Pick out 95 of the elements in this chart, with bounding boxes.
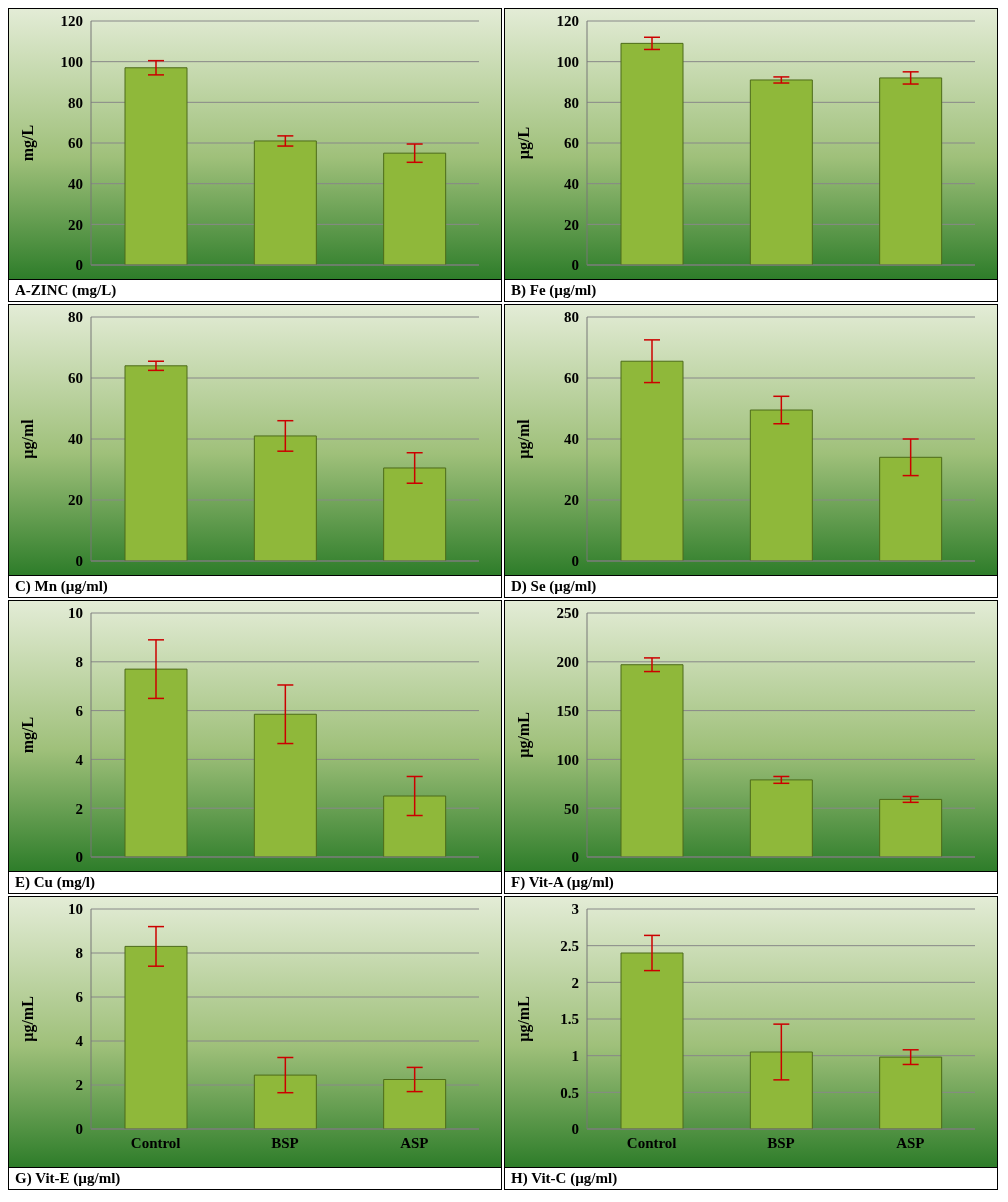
y-tick-label: 60: [68, 135, 83, 152]
y-tick-label: 10: [68, 901, 83, 918]
bar: [620, 664, 684, 857]
text: C) Mn (µg/ml): [9, 575, 501, 597]
y-tick-label: 4: [75, 751, 84, 768]
y-tick-label: 100: [556, 751, 579, 768]
y-axis-title: µg/ml: [514, 418, 533, 459]
x-tick-label: BSP: [767, 1134, 795, 1151]
bar: [879, 77, 943, 265]
y-tick-label: 0: [571, 553, 579, 570]
bar: [383, 795, 447, 857]
bar: [620, 360, 684, 561]
y-tick-label: 2: [75, 1077, 83, 1094]
bar: [749, 409, 813, 561]
x-tick-label: BSP: [271, 1134, 299, 1151]
text: H) Vit-C (µg/ml): [505, 1167, 997, 1189]
x-tick-label: ASP: [896, 1134, 925, 1151]
text: D) Se (µg/ml): [505, 575, 997, 597]
y-tick-label: 0.5: [560, 1084, 579, 1101]
bar: [620, 42, 684, 265]
text: G) Vit-E (µg/ml): [9, 1167, 501, 1189]
y-tick-label: 20: [564, 492, 579, 509]
y-tick-label: 250: [556, 605, 579, 622]
y-axis-title: µg/mL: [18, 996, 37, 1042]
bar: [879, 798, 943, 857]
y-tick-label: 80: [564, 309, 579, 326]
y-tick-label: 40: [564, 431, 579, 448]
text: B) Fe (µg/ml): [505, 279, 997, 301]
y-tick-label: 8: [75, 654, 83, 671]
y-tick-label: 10: [68, 605, 83, 622]
y-axis-title: mg/L: [18, 124, 37, 162]
bar: [124, 945, 188, 1129]
bar: [253, 140, 317, 265]
text: A-ZINC (mg/L): [9, 279, 501, 301]
y-tick-label: 0: [571, 849, 579, 866]
y-tick-label: 100: [60, 53, 83, 70]
bar: [383, 152, 447, 265]
x-tick-label: Control: [626, 1134, 677, 1151]
y-axis-title: µg/L: [514, 126, 533, 160]
x-tick-label: ASP: [400, 1134, 429, 1151]
x-tick-label: Control: [130, 1134, 181, 1151]
y-tick-label: 6: [75, 702, 84, 719]
y-tick-label: 60: [68, 370, 83, 387]
y-tick-label: 2.5: [560, 937, 579, 954]
y-tick-label: 0: [571, 257, 579, 274]
y-tick-label: 40: [68, 431, 83, 448]
y-tick-label: 8: [75, 945, 83, 962]
y-tick-label: 120: [60, 13, 83, 30]
y-tick-label: 80: [68, 94, 83, 111]
bar: [879, 1056, 943, 1129]
y-tick-label: 0: [75, 553, 83, 570]
y-tick-label: 80: [564, 94, 579, 111]
y-tick-label: 2: [75, 800, 83, 817]
y-tick-label: 40: [68, 175, 83, 192]
y-tick-label: 0: [75, 1121, 83, 1138]
y-tick-label: 3: [571, 901, 579, 918]
y-tick-label: 0: [75, 257, 83, 274]
y-tick-label: 2: [571, 974, 579, 991]
bar: [620, 952, 684, 1129]
y-tick-label: 0: [571, 1121, 579, 1138]
y-axis-title: mg/L: [18, 716, 37, 754]
y-tick-label: 100: [556, 53, 579, 70]
y-tick-label: 40: [564, 175, 579, 192]
y-tick-label: 20: [68, 492, 83, 509]
y-tick-label: 6: [75, 989, 84, 1006]
bar: [124, 668, 188, 857]
bar: [124, 365, 188, 561]
bar: [383, 1079, 447, 1129]
y-tick-label: 0: [75, 849, 83, 866]
bar: [253, 1074, 317, 1129]
y-tick-label: 60: [564, 135, 579, 152]
y-axis-title: µg/ml: [18, 418, 37, 459]
text: E) Cu (mg/l): [9, 871, 501, 893]
y-tick-label: 1: [571, 1047, 579, 1064]
y-tick-label: 20: [68, 216, 83, 233]
bar: [253, 713, 317, 857]
y-tick-label: 80: [68, 309, 83, 326]
bar: [124, 67, 188, 265]
y-axis-title: µg/mL: [514, 996, 533, 1042]
y-tick-label: 200: [556, 654, 579, 671]
y-tick-label: 4: [75, 1033, 84, 1050]
bar: [749, 779, 813, 857]
y-tick-label: 50: [564, 800, 579, 817]
text: F) Vit-A (µg/ml): [505, 871, 997, 893]
y-tick-label: 20: [564, 216, 579, 233]
y-axis-title: µg/mL: [514, 712, 533, 758]
bar: [879, 456, 943, 561]
bar: [253, 435, 317, 561]
bar: [383, 467, 447, 561]
y-tick-label: 1.5: [560, 1011, 579, 1028]
y-tick-label: 150: [556, 702, 579, 719]
bar: [749, 1051, 813, 1129]
y-tick-label: 120: [556, 13, 579, 30]
y-tick-label: 60: [564, 370, 579, 387]
bar: [749, 79, 813, 265]
